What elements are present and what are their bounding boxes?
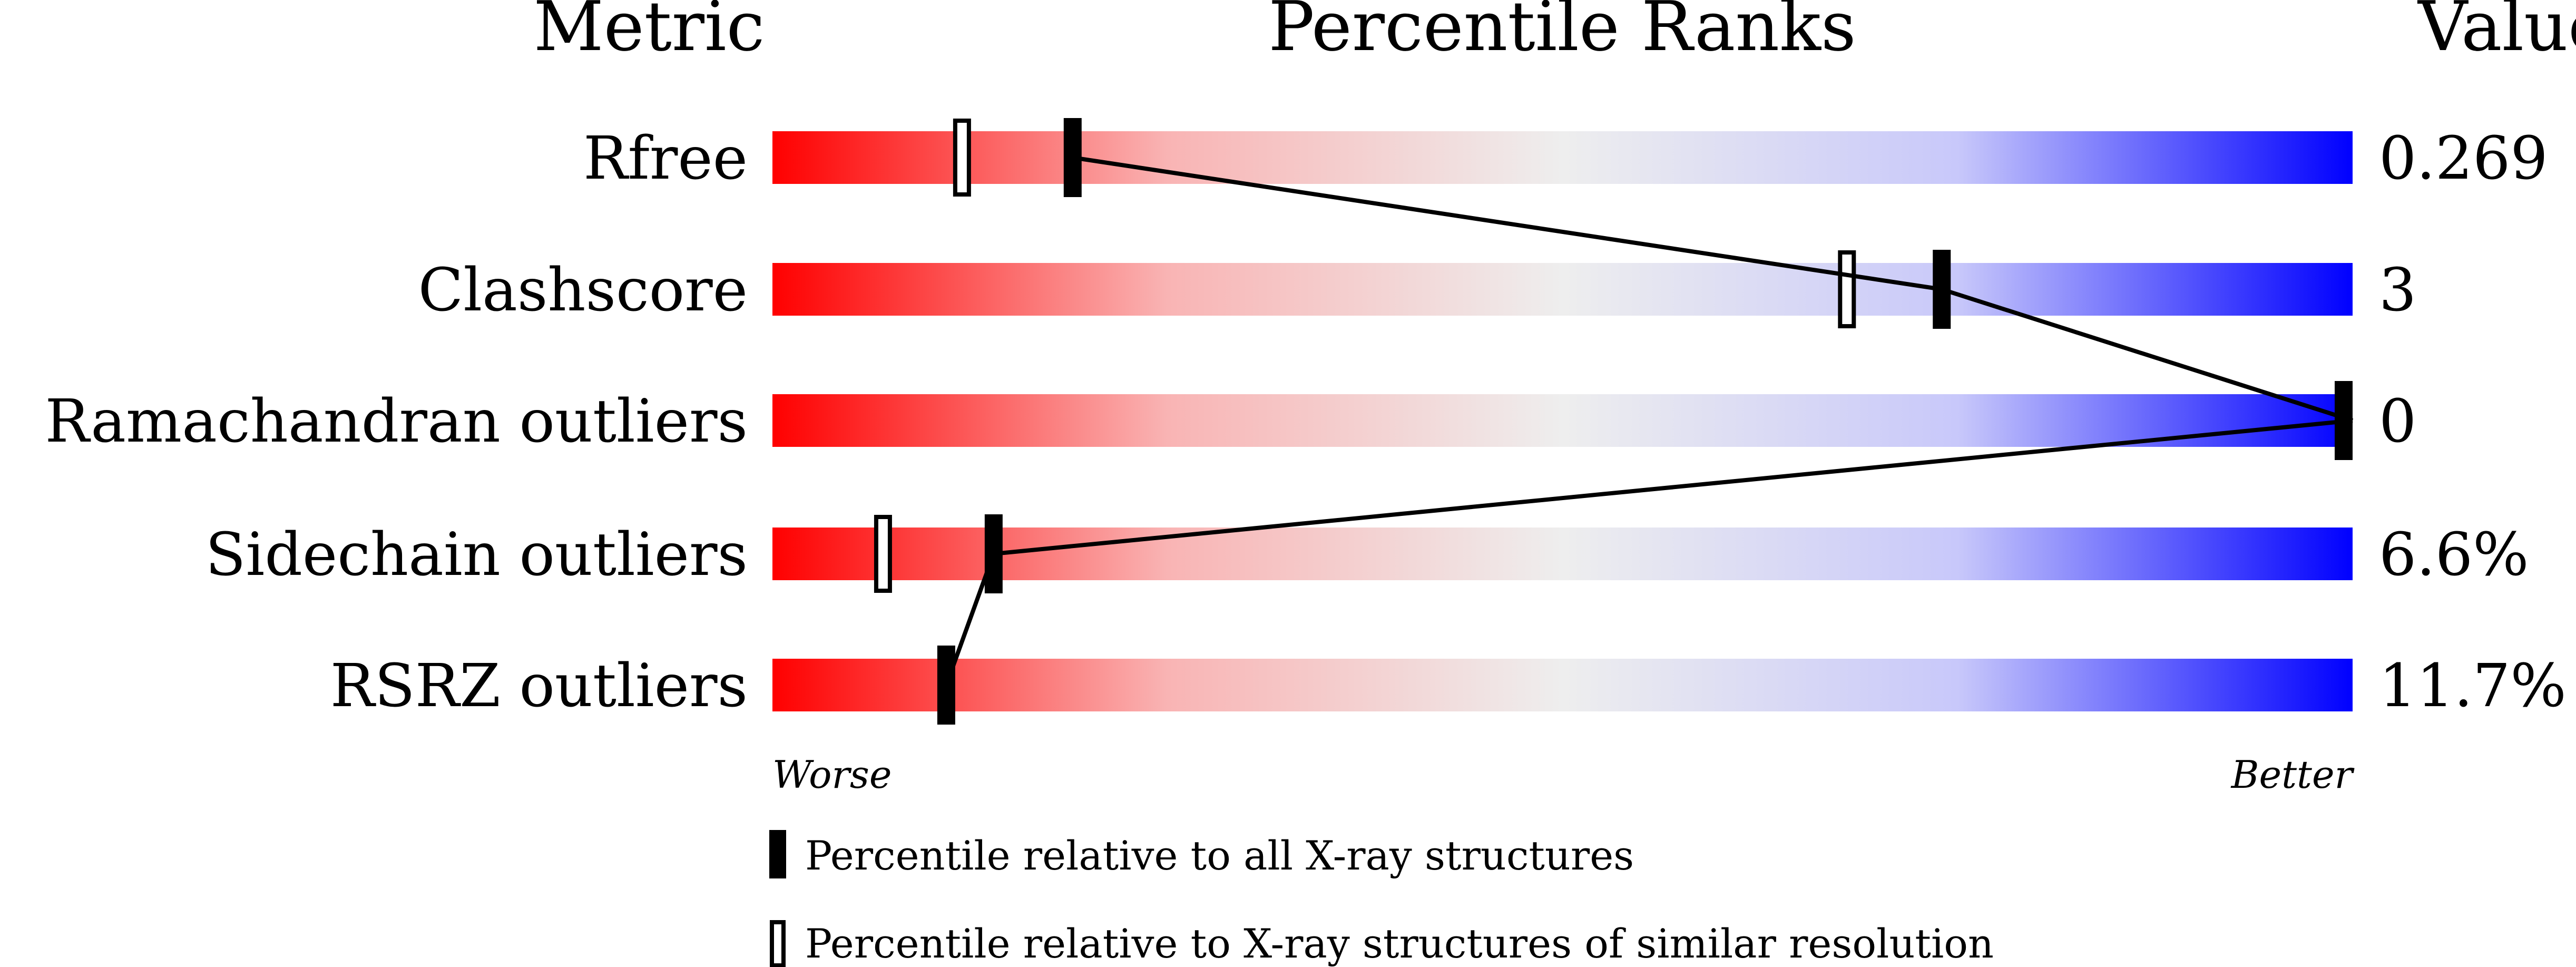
percentile-bar: [772, 394, 2353, 447]
metric-value: 0: [2379, 387, 2416, 456]
metric-label: Ramachandran outliers: [45, 387, 748, 456]
connector-line: [1072, 155, 1942, 291]
all-structures-marker: [1933, 250, 1951, 329]
metric-value: 0.269: [2379, 124, 2548, 193]
metric-label: Clashscore: [418, 256, 748, 325]
all-structures-marker: [2335, 381, 2353, 460]
legend-open-marker: [770, 920, 786, 967]
connector-line: [1941, 287, 2354, 423]
metric-value: 3: [2379, 256, 2416, 325]
similar-resolution-marker: [874, 515, 892, 593]
all-structures-marker: [984, 514, 1003, 593]
metric-header: Metric: [534, 0, 765, 66]
legend-open-label: Percentile relative to X-ray structures …: [805, 920, 1994, 967]
value-header: Value: [2417, 0, 2576, 66]
legend-filled-label: Percentile relative to all X-ray structu…: [805, 832, 1634, 879]
metric-label: RSRZ outliers: [330, 652, 748, 720]
metric-value: 6.6%: [2379, 521, 2529, 589]
percentile-bar: [772, 659, 2353, 711]
percentile-ranks-header: Percentile Ranks: [1268, 0, 1856, 66]
connector-line: [993, 418, 2353, 556]
metric-label: Sidechain outliers: [205, 521, 748, 589]
similar-resolution-marker: [1838, 250, 1856, 328]
metric-value: 11.7%: [2379, 652, 2567, 720]
all-structures-marker: [1063, 118, 1082, 197]
percentile-bar: [772, 131, 2353, 184]
metric-label: Rfree: [583, 124, 748, 193]
percentile-bar: [772, 263, 2353, 316]
percentile-bar: [772, 528, 2353, 580]
worse-label: Worse: [772, 753, 892, 797]
better-label: Better: [2230, 753, 2355, 797]
similar-resolution-marker: [953, 119, 971, 197]
legend-filled-marker: [769, 830, 786, 878]
all-structures-marker: [937, 646, 955, 725]
